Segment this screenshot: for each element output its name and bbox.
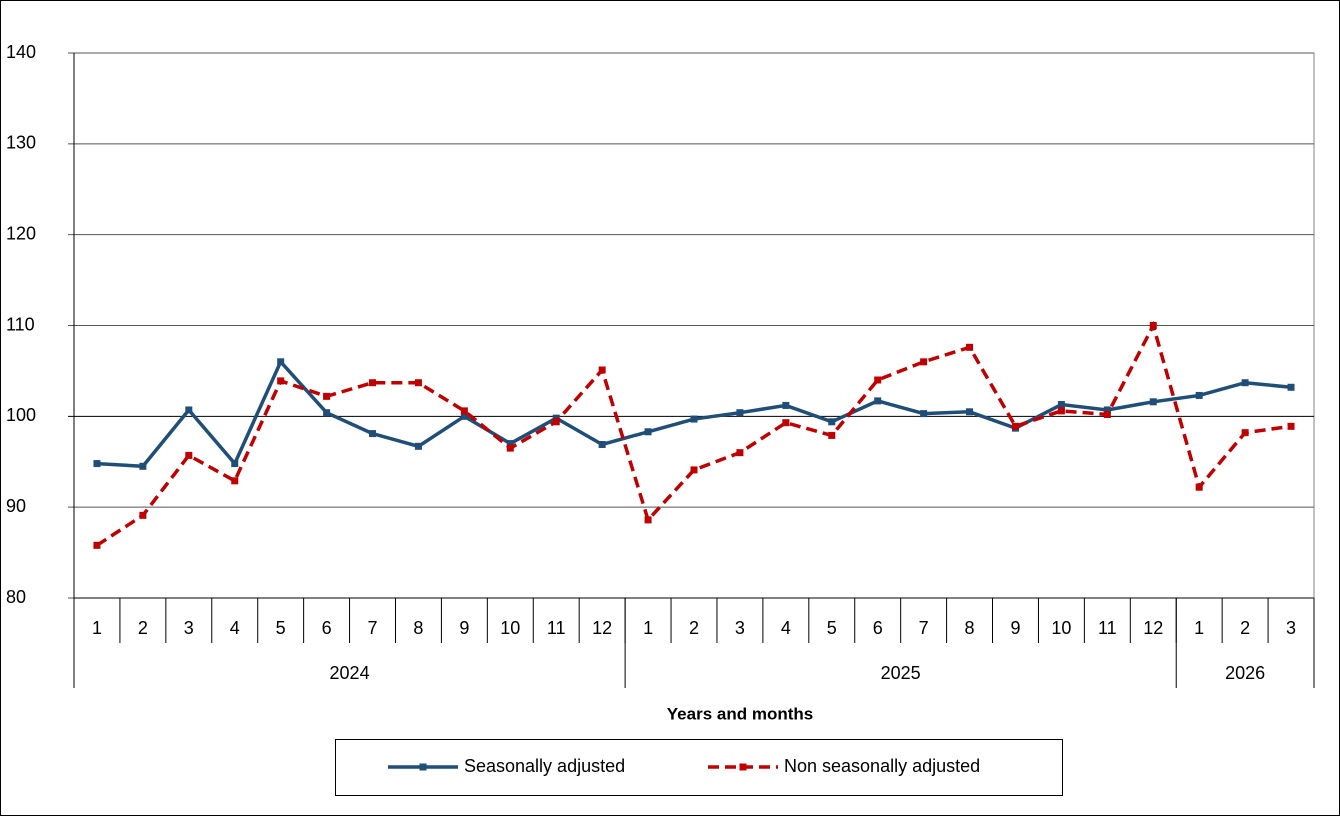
x-group-label: 2024 <box>330 663 370 683</box>
x-tick-label: 2 <box>138 618 148 638</box>
x-tick-label: 10 <box>500 618 520 638</box>
x-tick-label: 3 <box>1286 618 1296 638</box>
data-point <box>1195 483 1203 491</box>
data-point <box>828 418 836 426</box>
data-point <box>644 516 652 524</box>
data-point <box>828 431 836 439</box>
data-point <box>874 376 882 384</box>
x-tick-label: 1 <box>92 618 102 638</box>
x-tick-label: 5 <box>276 618 286 638</box>
data-point <box>782 401 790 409</box>
x-tick-label: 3 <box>735 618 745 638</box>
data-point <box>414 442 422 450</box>
data-point <box>920 358 928 366</box>
data-point <box>552 414 560 422</box>
data-point <box>323 409 331 417</box>
data-point <box>369 379 377 387</box>
x-tick-label: 2 <box>1240 618 1250 638</box>
x-tick-label: 4 <box>230 618 240 638</box>
y-tick-label: 110 <box>6 314 35 334</box>
data-point <box>598 366 606 374</box>
x-tick-label: 5 <box>827 618 837 638</box>
legend-label: Seasonally adjusted <box>464 756 625 776</box>
y-tick-label: 90 <box>6 496 26 516</box>
data-point <box>93 541 101 549</box>
data-point <box>1241 379 1249 387</box>
x-tick-label: 10 <box>1051 618 1071 638</box>
data-point <box>1241 429 1249 437</box>
data-point <box>231 477 239 485</box>
data-point <box>460 412 468 420</box>
data-point <box>644 428 652 436</box>
x-group-label: 2025 <box>881 663 921 683</box>
data-point <box>506 440 514 448</box>
data-point <box>1011 422 1019 430</box>
y-tick-label: 100 <box>6 405 36 425</box>
x-tick-label: 12 <box>592 618 612 638</box>
data-point <box>1195 391 1203 399</box>
x-tick-label: 6 <box>873 618 883 638</box>
data-point <box>966 343 974 351</box>
data-point <box>966 408 974 416</box>
data-point <box>1287 383 1295 391</box>
y-tick-label: 140 <box>6 42 36 62</box>
y-tick-label: 120 <box>6 223 36 243</box>
data-point <box>598 440 606 448</box>
data-point <box>1103 411 1111 419</box>
data-point <box>231 460 239 468</box>
x-tick-label: 9 <box>1010 618 1020 638</box>
data-point <box>369 430 377 438</box>
data-point <box>506 444 514 452</box>
data-point <box>690 466 698 474</box>
x-group-label: 2026 <box>1225 663 1265 683</box>
data-point <box>277 377 285 385</box>
data-point <box>690 415 698 423</box>
x-tick-label: 8 <box>413 618 423 638</box>
data-point <box>1103 406 1111 414</box>
x-tick-label: 9 <box>459 618 469 638</box>
y-tick-label: 80 <box>6 587 26 607</box>
data-point <box>139 462 147 470</box>
data-point <box>414 379 422 387</box>
data-point <box>139 511 147 519</box>
x-tick-label: 1 <box>1194 618 1204 638</box>
x-tick-label: 7 <box>919 618 929 638</box>
x-axis-title: Years and months <box>667 704 813 723</box>
data-point <box>736 449 744 457</box>
x-tick-label: 8 <box>965 618 975 638</box>
x-tick-label: 7 <box>368 618 378 638</box>
legend-label: Non seasonally adjusted <box>784 756 980 776</box>
data-point <box>93 460 101 468</box>
data-point <box>323 392 331 400</box>
data-point <box>552 418 560 426</box>
legend-marker <box>419 763 427 771</box>
data-point <box>1057 407 1065 415</box>
legend-marker <box>739 763 747 771</box>
data-point <box>277 358 285 366</box>
data-point <box>874 397 882 405</box>
y-tick-label: 130 <box>6 133 36 153</box>
data-point <box>1149 398 1157 406</box>
data-point <box>185 451 193 459</box>
x-tick-label: 11 <box>1098 618 1117 638</box>
x-tick-label: 6 <box>322 618 332 638</box>
data-point <box>782 419 790 427</box>
x-tick-label: 11 <box>547 618 566 638</box>
data-point <box>1149 322 1157 329</box>
x-tick-label: 2 <box>689 618 699 638</box>
data-point <box>460 407 468 415</box>
data-point <box>185 406 193 414</box>
data-point <box>1287 422 1295 430</box>
x-tick-label: 4 <box>781 618 791 638</box>
data-point <box>1057 401 1065 409</box>
x-tick-label: 1 <box>643 618 653 638</box>
data-point <box>920 410 928 418</box>
data-point <box>736 409 744 417</box>
x-tick-label: 12 <box>1143 618 1163 638</box>
x-tick-label: 3 <box>184 618 194 638</box>
